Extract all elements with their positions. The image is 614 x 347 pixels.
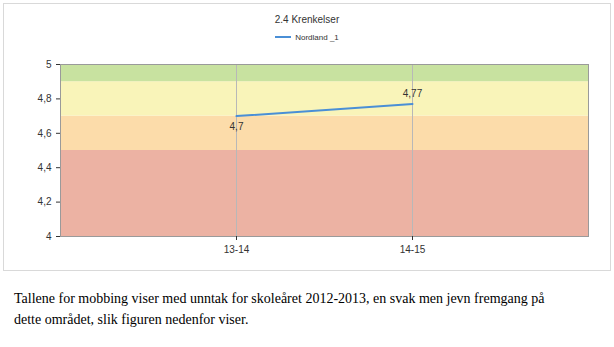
svg-text:4,6: 4,6 (38, 128, 52, 139)
svg-text:4,8: 4,8 (38, 93, 52, 104)
svg-text:4,2: 4,2 (38, 196, 52, 207)
svg-text:4: 4 (46, 231, 52, 242)
svg-text:13-14: 13-14 (224, 244, 250, 255)
svg-text:4,4: 4,4 (38, 162, 52, 173)
svg-text:5: 5 (46, 59, 52, 70)
html-text:Nordland _1: Nordland _1 (295, 32, 339, 42)
html-text:2.4 Krenkelser: 2.4 Krenkelser (274, 14, 340, 25)
svg-text:4,7: 4,7 (230, 121, 244, 132)
html-text:Tallene for mobbing viser med: Tallene for mobbing viser med unntak for… (14, 291, 545, 327)
svg-text:14-15: 14-15 (400, 244, 426, 255)
svg-text:4,77: 4,77 (403, 88, 423, 99)
